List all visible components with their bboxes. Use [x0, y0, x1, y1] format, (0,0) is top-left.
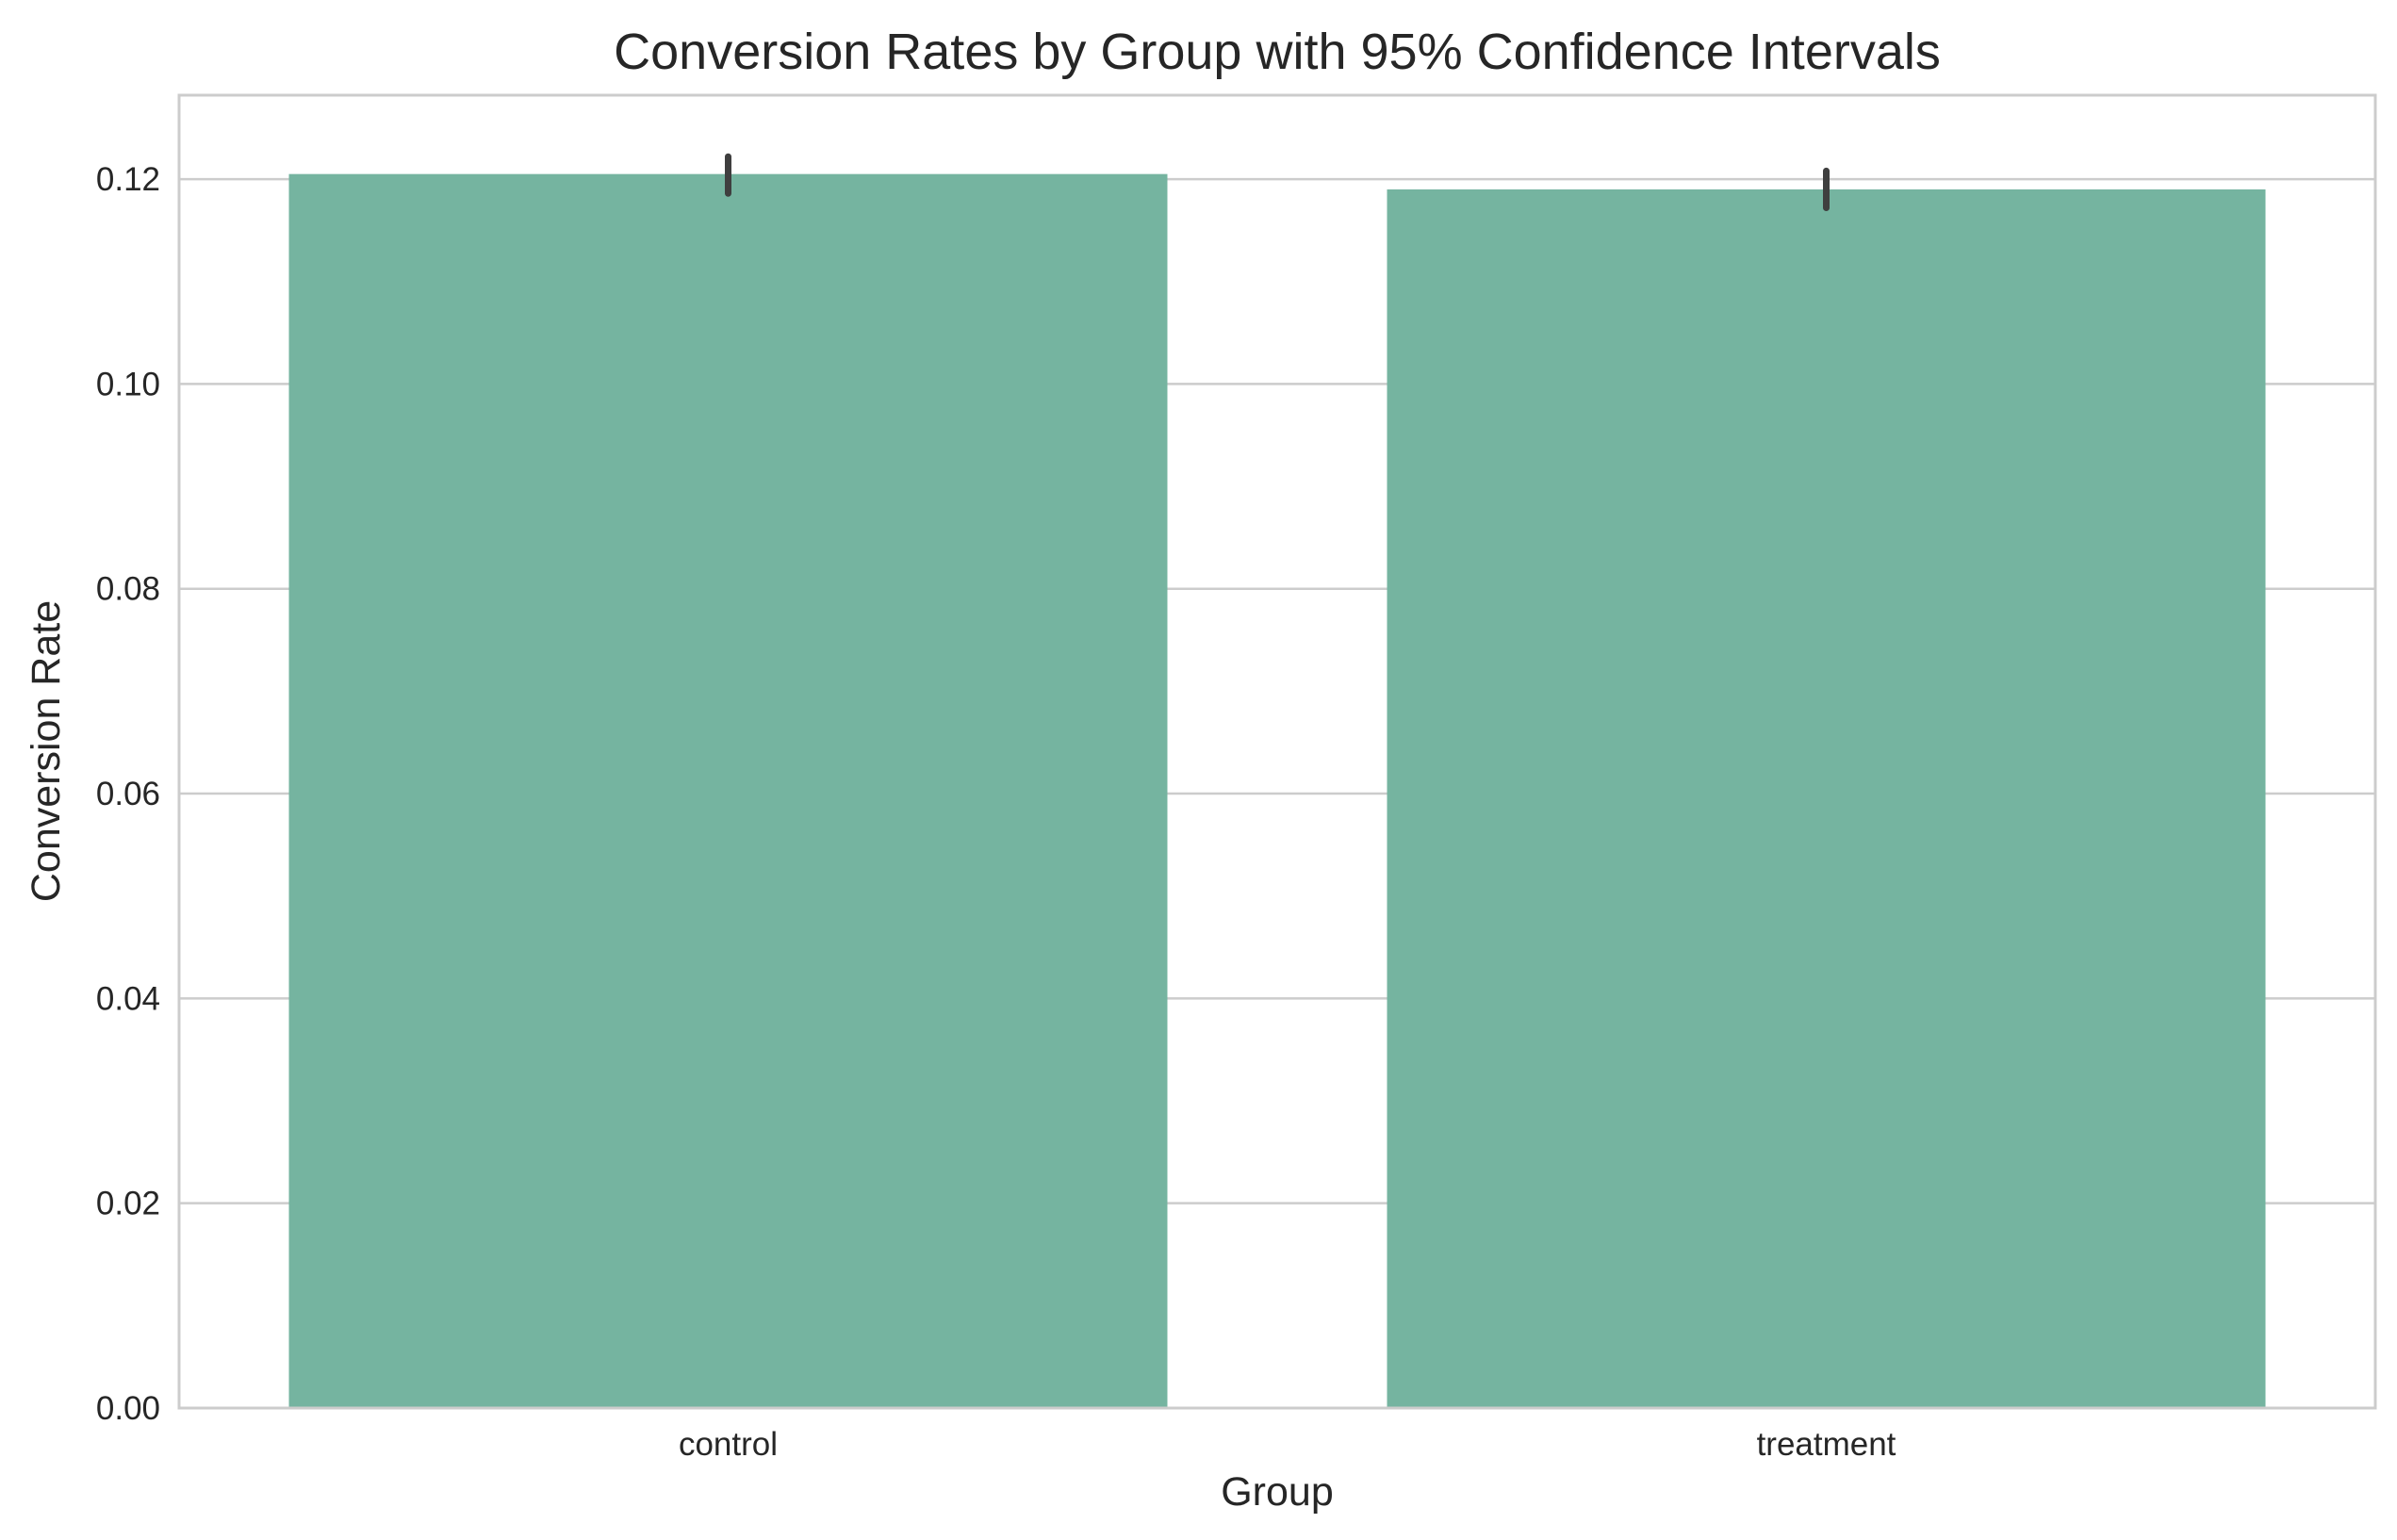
plot-frame — [177, 93, 2377, 1410]
y-axis-label: Conversion Rate — [24, 600, 69, 902]
chart-title: Conversion Rates by Group with 95% Confi… — [614, 24, 1941, 80]
bar-treatment — [1387, 188, 2266, 1408]
x-tick-label-control: control — [679, 1426, 778, 1463]
error-bars — [725, 153, 1830, 212]
x-axis-label: Group — [1221, 1469, 1334, 1515]
bar-control — [288, 173, 1168, 1408]
y-tick-label: 0.12 — [96, 161, 160, 198]
y-tick-label: 0.06 — [96, 776, 160, 812]
x-tick-label-treatment: treatment — [1757, 1426, 1896, 1463]
bars — [288, 173, 2266, 1408]
y-tick-label: 0.04 — [96, 980, 160, 1017]
x-tick-labels: control treatment — [679, 1426, 1896, 1463]
y-tick-label: 0.08 — [96, 571, 160, 608]
y-tick-label: 0.00 — [96, 1390, 160, 1427]
y-tick-label: 0.10 — [96, 366, 160, 402]
y-tick-labels: 0.00 0.02 0.04 0.06 0.08 0.10 0.12 — [96, 161, 160, 1427]
y-tick-label: 0.02 — [96, 1186, 160, 1222]
